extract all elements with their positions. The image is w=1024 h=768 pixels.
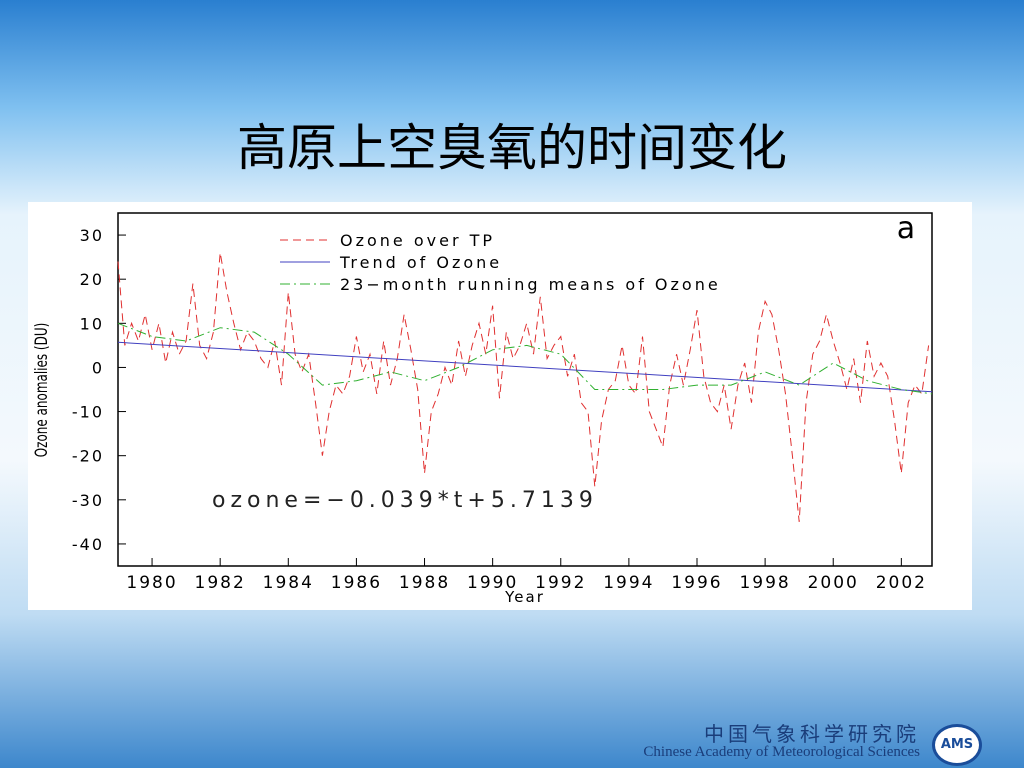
x-tick-label: 2002 [876,573,927,593]
footer-en: Chinese Academy of Meteorological Scienc… [643,744,920,760]
x-tick-label: 1988 [399,573,450,593]
x-tick-label: 1992 [535,573,586,593]
x-tick-label: 1986 [331,573,382,593]
slide-title: 高原上空臭氧的时间变化 [237,119,787,177]
x-tick-label: 2000 [808,573,859,593]
series-line [117,322,933,395]
x-tick-label: 1994 [603,573,654,593]
plot-frame [117,212,933,567]
x-tick-label: 1980 [126,573,177,593]
y-axis-label: Ozone anomalies (DU) [33,323,51,458]
chart-panel [28,202,972,610]
x-tick-label: 1996 [671,573,722,593]
y-tick-label: -20 [72,447,104,466]
y-tick-label: 10 [80,314,104,333]
panel-label: a [897,211,915,246]
legend-label: Ozone over TP [340,231,495,250]
x-tick-label: 1982 [195,573,246,593]
series-line [117,252,930,522]
logo: AMS [932,724,982,766]
series-line [117,341,933,393]
legend-label: Trend of Ozone [339,253,502,272]
x-tick-label: 1984 [263,573,314,593]
y-tick-label: 20 [80,270,104,289]
y-tick-label: -40 [72,535,104,554]
legend-label: 23−month running means of Ozone [340,275,721,294]
y-tick-label: 0 [92,358,104,377]
annotation: ozone=−0.039*t+5.7139 [212,488,598,513]
footer-cn: 中国气象科学研究院 [704,724,920,746]
y-tick-label: -30 [72,491,104,510]
y-tick-label: 30 [80,226,104,245]
x-tick-label: 1990 [467,573,518,593]
x-tick-label: 1998 [739,573,790,593]
x-axis-label: Year [504,588,545,606]
y-tick-label: -10 [72,403,104,422]
